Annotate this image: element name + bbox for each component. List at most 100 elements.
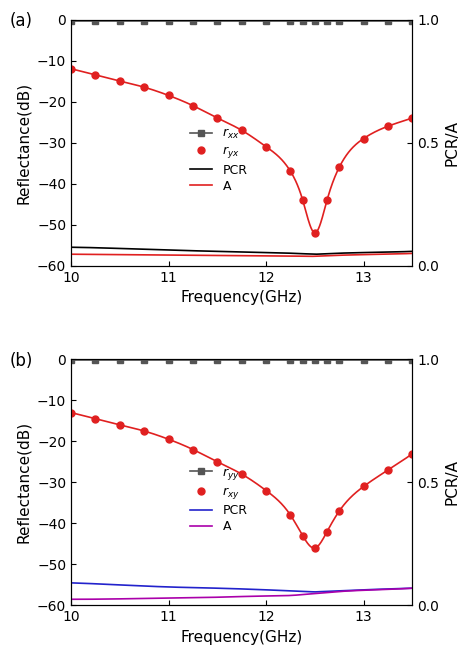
- $r_{yx}$: [141, 83, 147, 91]
- PCR: [269, 586, 275, 594]
- $r_{yx}$: [239, 126, 245, 134]
- PCR: [156, 583, 162, 590]
- $r_{xx}$: [288, 17, 293, 25]
- Line: $r_{xx}$: $r_{xx}$: [68, 18, 416, 24]
- $r_{yx}$: [166, 92, 172, 100]
- $r_{xy}$: [312, 544, 318, 552]
- A: [68, 251, 74, 258]
- PCR: [312, 251, 318, 258]
- PCR: [410, 585, 415, 592]
- PCR: [223, 585, 228, 592]
- A: [297, 591, 302, 599]
- $r_{xx}$: [337, 17, 342, 25]
- $r_{xy}$: [361, 482, 366, 490]
- Text: (b): (b): [9, 352, 33, 370]
- $r_{xy}$: [324, 528, 330, 536]
- $r_{yx}$: [92, 71, 98, 79]
- Legend: $r_{xx}$, $r_{yx}$, PCR, A: $r_{xx}$, $r_{yx}$, PCR, A: [190, 127, 247, 193]
- A: [68, 596, 74, 603]
- A: [270, 592, 276, 600]
- Line: PCR: PCR: [71, 583, 412, 592]
- $r_{yx}$: [288, 167, 293, 175]
- $r_{yy}$: [300, 357, 306, 365]
- PCR: [156, 246, 162, 254]
- $r_{yx}$: [312, 229, 318, 237]
- A: [129, 595, 135, 603]
- $r_{yy}$: [141, 357, 147, 365]
- $r_{xy}$: [239, 470, 245, 478]
- $r_{xy}$: [410, 450, 415, 458]
- PCR: [312, 588, 318, 596]
- X-axis label: Frequency(GHz): Frequency(GHz): [181, 290, 303, 305]
- A: [156, 594, 162, 602]
- $r_{yy}$: [190, 357, 196, 365]
- Line: $r_{yy}$: $r_{yy}$: [68, 357, 416, 364]
- $r_{yy}$: [385, 357, 391, 365]
- $r_{xx}$: [190, 17, 196, 25]
- $r_{xy}$: [92, 415, 98, 422]
- $r_{xy}$: [68, 409, 74, 417]
- $r_{yx}$: [385, 122, 391, 130]
- $r_{yx}$: [410, 114, 415, 122]
- Line: $r_{yx}$: $r_{yx}$: [68, 65, 416, 236]
- $r_{yx}$: [117, 77, 123, 85]
- $r_{yy}$: [92, 357, 98, 365]
- Y-axis label: PCR/A: PCR/A: [445, 120, 460, 165]
- $r_{yy}$: [312, 357, 318, 365]
- PCR: [296, 587, 302, 595]
- $r_{yy}$: [166, 357, 172, 365]
- A: [223, 252, 228, 260]
- $r_{xx}$: [239, 17, 245, 25]
- $r_{xy}$: [337, 507, 342, 515]
- $r_{yy}$: [215, 357, 220, 365]
- Y-axis label: PCR/A: PCR/A: [445, 460, 460, 505]
- PCR: [296, 249, 302, 257]
- PCR: [128, 245, 134, 253]
- $r_{yy}$: [239, 357, 245, 365]
- A: [223, 593, 229, 601]
- $r_{xx}$: [166, 17, 172, 25]
- A: [296, 252, 302, 260]
- $r_{xx}$: [312, 17, 318, 25]
- A: [71, 596, 77, 603]
- Line: A: A: [71, 589, 412, 600]
- $r_{yy}$: [117, 357, 123, 365]
- $r_{xy}$: [288, 511, 293, 519]
- $r_{yx}$: [215, 114, 220, 122]
- $r_{xx}$: [324, 17, 330, 25]
- $r_{yy}$: [410, 357, 415, 365]
- PCR: [269, 249, 275, 256]
- A: [326, 589, 331, 596]
- $r_{yx}$: [361, 135, 366, 143]
- $r_{xx}$: [300, 17, 306, 25]
- Y-axis label: Reflectance(dB): Reflectance(dB): [17, 81, 31, 204]
- $r_{yy}$: [337, 357, 342, 365]
- X-axis label: Frequency(GHz): Frequency(GHz): [181, 630, 303, 645]
- A: [156, 251, 162, 259]
- A: [410, 249, 415, 257]
- $r_{xy}$: [300, 532, 306, 540]
- $r_{xy}$: [190, 446, 196, 454]
- A: [128, 251, 134, 258]
- A: [326, 252, 331, 260]
- $r_{xy}$: [117, 421, 123, 429]
- PCR: [410, 247, 415, 255]
- $r_{xx}$: [263, 17, 269, 25]
- Line: A: A: [71, 253, 412, 256]
- PCR: [326, 587, 331, 595]
- $r_{xy}$: [141, 427, 147, 435]
- $r_{xy}$: [385, 466, 391, 474]
- $r_{xx}$: [117, 17, 123, 25]
- PCR: [326, 250, 331, 258]
- $r_{xx}$: [361, 17, 366, 25]
- $r_{xx}$: [410, 17, 415, 25]
- PCR: [68, 579, 74, 587]
- A: [308, 253, 313, 260]
- $r_{yx}$: [337, 163, 342, 171]
- PCR: [128, 581, 134, 589]
- $r_{yy}$: [263, 357, 269, 365]
- PCR: [68, 243, 74, 251]
- $r_{yx}$: [68, 65, 74, 73]
- $r_{yy}$: [288, 357, 293, 365]
- A: [410, 585, 415, 592]
